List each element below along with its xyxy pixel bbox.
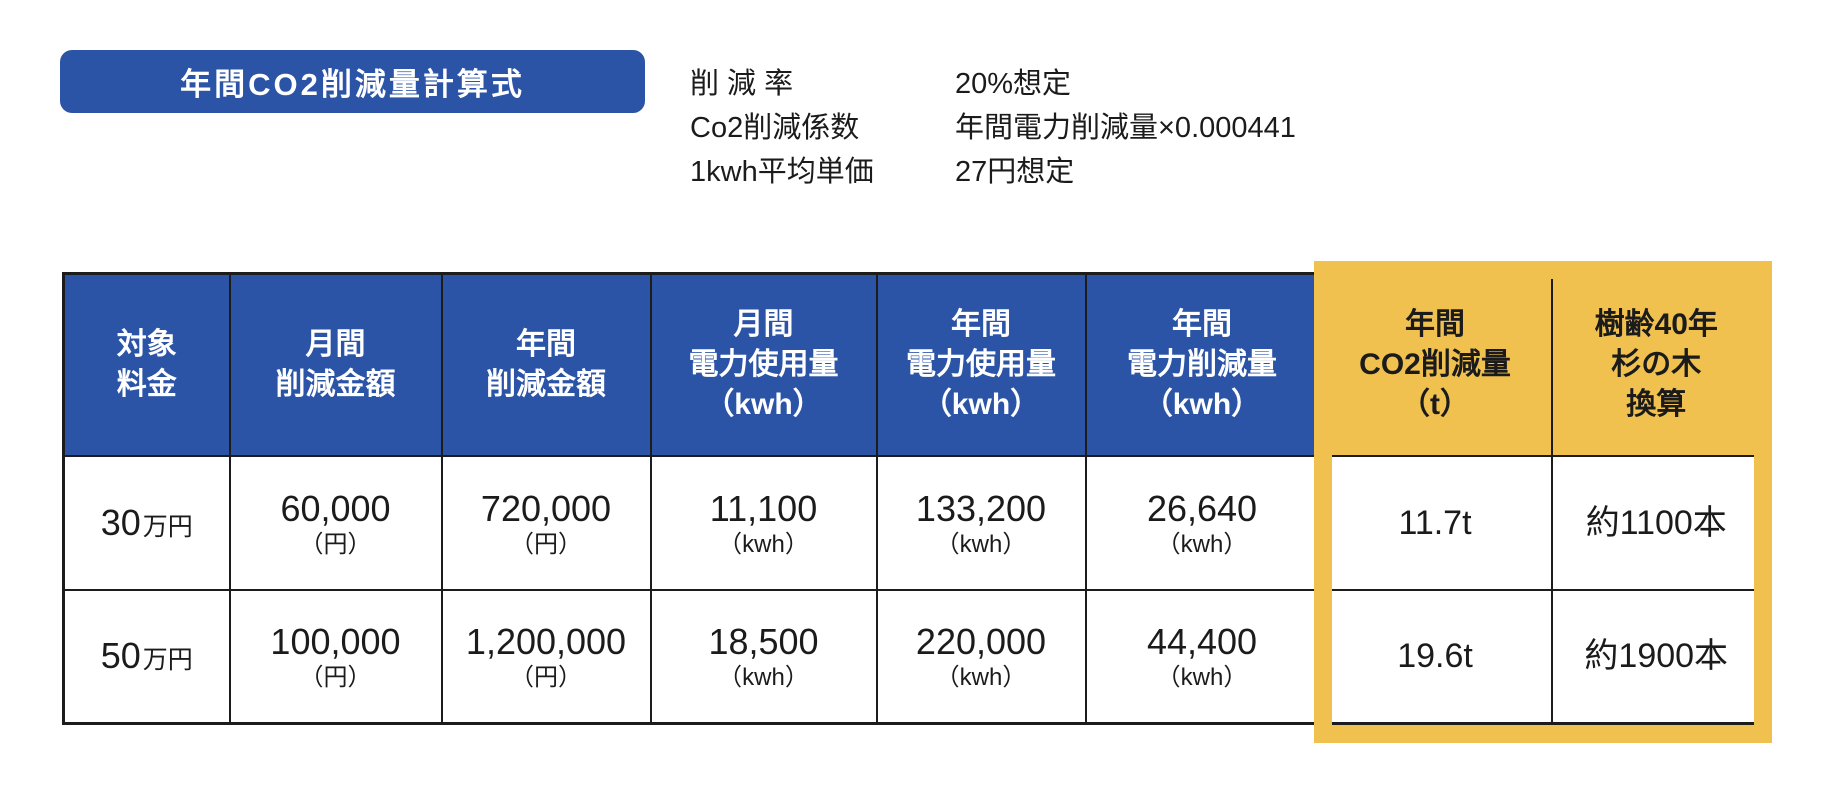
column-header-annual-savings: 年間 削減金額 xyxy=(440,272,652,457)
cell-unit: （円） xyxy=(510,530,582,558)
header-line: 年間 xyxy=(1172,307,1232,341)
cell-annual-reduction: 44,400 （kwh） xyxy=(1084,588,1320,725)
header-line: 換算 xyxy=(1626,387,1687,421)
column-header-annual-co2: 年間 CO2削減量 （t） xyxy=(1317,272,1553,457)
title-badge: 年間CO2削減量計算式 xyxy=(60,50,645,113)
cell-annual-co2: 19.6t xyxy=(1317,588,1553,725)
cell-value: 11.7t xyxy=(1398,503,1472,542)
cell-value: 30 xyxy=(100,501,141,543)
cell-value: 約1100本 xyxy=(1585,503,1727,542)
header-line: 月間 xyxy=(733,307,794,341)
cell-unit: （kwh） xyxy=(935,530,1027,558)
cell-value: 100,000 xyxy=(270,621,401,663)
cell-value: 1,200,000 xyxy=(465,621,627,663)
cell-value: 約1900本 xyxy=(1584,637,1729,676)
column-header-monthly-savings: 月間 削減金額 xyxy=(228,272,443,457)
cell-unit: （kwh） xyxy=(718,530,809,558)
cell-value: 50 xyxy=(100,635,141,677)
header-line: 年間 xyxy=(951,307,1011,341)
cell-annual-savings: 1,200,000 （円） xyxy=(440,588,652,725)
cell-unit: （円） xyxy=(299,530,372,558)
header-line: 電力使用量 xyxy=(688,347,839,381)
note-value: 27円想定 xyxy=(955,156,1075,188)
column-header-monthly-usage: 月間電力使用量 （kwh） xyxy=(649,272,878,457)
cell-annual-savings: 720,000 （円） xyxy=(440,454,652,591)
cell-unit: 万円 xyxy=(142,646,193,675)
header-line: 電力使用量 xyxy=(906,347,1056,381)
cell-value: 26,640 xyxy=(1146,487,1258,529)
header-line: 杉の木 xyxy=(1611,347,1702,381)
column-header-cedar-equivalent: 樹齢40年杉の木換算 xyxy=(1550,272,1763,457)
co2-table: 対象 料金 月間 削減金額 年間 削減金額 月間 電力使用量 （kwh） 年間 電力使用量 （kwh）… xyxy=(62,272,1763,725)
cell-monthly-usage: 18,500 （kwh） xyxy=(649,588,878,725)
cell-monthly-savings: 60,000 （円） xyxy=(228,454,443,591)
cell-cedar-equivalent: 約1900本 xyxy=(1550,588,1763,725)
page-title: 年間CO2削減量計算式 xyxy=(180,67,525,102)
header-line: （kwh） xyxy=(921,387,1041,421)
note-label: 削 減 率 xyxy=(690,68,794,100)
note-label: Co2削減係数 xyxy=(690,112,860,144)
table-row: 50 万円 100,000 （円） 1,200,000 （円） 18,500 （kwh） 220… xyxy=(62,588,1763,725)
cell-target-fee: 30 万円 xyxy=(62,454,231,591)
header-line: 対象 xyxy=(116,327,177,361)
note-value: 20%想定 xyxy=(955,68,1072,100)
cell-unit: （円） xyxy=(510,664,582,692)
cell-unit: （kwh） xyxy=(1156,664,1248,692)
header-line: 月間 xyxy=(305,327,366,361)
cell-monthly-savings: 100,000 （円） xyxy=(228,588,443,725)
cell-cedar-equivalent: 約1100本 xyxy=(1550,454,1763,591)
cell-target-fee: 50 万円 xyxy=(62,588,231,725)
column-header-annual-reduction: 年間電力削減量 （kwh） xyxy=(1084,272,1320,457)
note-value: 年間電力削減量×0.000441 xyxy=(955,112,1296,144)
cell-value: 11,100 xyxy=(709,487,818,529)
header-line: 電力削減量 xyxy=(1127,347,1277,381)
cell-unit: （kwh） xyxy=(1156,530,1248,558)
cell-unit: （kwh） xyxy=(935,664,1027,692)
cell-unit: （円） xyxy=(299,664,372,692)
table-row: 30 万円 60,000 （円） 720,000 （円） 11,100 （kwh） 133,20… xyxy=(62,454,1763,591)
cell-value: 18,500 xyxy=(708,621,819,663)
note-label: 1kwh平均単価 xyxy=(690,156,874,188)
cell-unit: （kwh） xyxy=(718,664,809,692)
cell-value: 19.6t xyxy=(1397,637,1473,676)
cell-annual-co2: 11.7t xyxy=(1317,454,1553,591)
column-header-target-fee: 対象 料金 xyxy=(62,272,231,457)
header-line: 年間 xyxy=(516,327,576,361)
cell-annual-usage: 220,000 （kwh） xyxy=(875,588,1087,725)
header-line: 削減金額 xyxy=(275,367,396,401)
cell-value: 220,000 xyxy=(915,621,1047,663)
cell-annual-reduction: 26,640 （kwh） xyxy=(1084,454,1320,591)
cell-value: 44,400 xyxy=(1146,621,1258,663)
cell-value: 133,200 xyxy=(915,487,1047,529)
cell-value: 720,000 xyxy=(480,487,612,529)
table-body: 30 万円 60,000 （円） 720,000 （円） 11,100 （kwh） 133,20… xyxy=(62,454,1763,725)
header-line: （kwh） xyxy=(1142,387,1262,421)
header-line: 樹齢40年 xyxy=(1594,307,1718,341)
header-line: 料金 xyxy=(116,367,177,401)
header-row: 対象 料金 月間 削減金額 年間 削減金額 月間 電力使用量 （kwh） 年間 電力使用量 （kwh）… xyxy=(62,272,1763,457)
cell-monthly-usage: 11,100 （kwh） xyxy=(649,454,878,591)
header-line: 削減金額 xyxy=(486,367,606,401)
formula-notes: 削 減 率 20%想定 Co2削減係数 年間電力削減量×0.000441 1kw… xyxy=(690,62,1296,194)
column-header-annual-usage: 年間電力使用量 （kwh） xyxy=(875,272,1087,457)
header-line: 年間 xyxy=(1405,307,1465,341)
header-line: （t） xyxy=(1400,387,1470,421)
cell-unit: 万円 xyxy=(142,512,193,541)
cell-annual-usage: 133,200 （kwh） xyxy=(875,454,1087,591)
header-line: CO2削減量 xyxy=(1359,347,1511,381)
cell-value: 60,000 xyxy=(280,487,391,529)
header-line: （kwh） xyxy=(704,387,823,421)
